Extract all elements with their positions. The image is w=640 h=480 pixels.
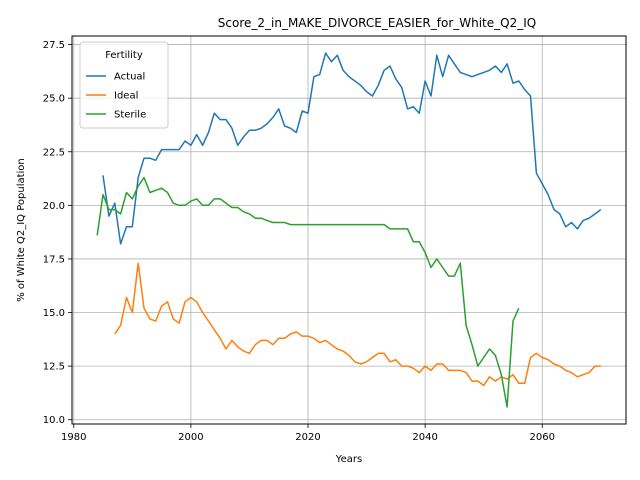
x-tick-label: 1980 [61, 432, 86, 443]
x-tick-label: 2040 [412, 432, 437, 443]
y-tick-label: 17.5 [43, 254, 65, 265]
chart-title: Score_2_in_MAKE_DIVORCE_EASIER_for_White… [218, 16, 536, 30]
y-tick-label: 15.0 [43, 308, 65, 319]
legend: Fertility Actual Ideal Sterile [79, 41, 169, 129]
x-axis-ticks: 1980 2000 2020 2040 2060 [61, 424, 555, 443]
y-tick-label: 12.5 [43, 362, 65, 373]
x-tick-label: 2020 [295, 432, 320, 443]
legend-label-ideal: Ideal [114, 91, 138, 102]
legend-title: Fertility [105, 50, 143, 61]
gridlines [72, 36, 626, 424]
y-tick-label: 20.0 [43, 201, 65, 212]
legend-label-actual: Actual [114, 72, 145, 83]
y-tick-label: 25.0 [43, 94, 65, 105]
series-line-actual [102, 52, 602, 245]
plot-frame [71, 35, 627, 425]
x-tick-label: 2000 [178, 432, 203, 443]
legend-label-sterile: Sterile [114, 110, 146, 121]
series-line-ideal [114, 262, 601, 387]
series-line-sterile [96, 176, 520, 408]
legend-box [79, 41, 169, 129]
x-tick-label: 2060 [530, 432, 555, 443]
y-axis-ticks: 10.0 12.5 15.0 17.5 20.0 22.5 25.0 27.5 [43, 40, 72, 426]
series-lines [96, 52, 602, 408]
y-axis-label: % of White Q2_IQ Population [16, 158, 27, 302]
x-axis-label: Years [335, 454, 362, 465]
legend-items: Actual Ideal Sterile [86, 72, 146, 121]
y-tick-label: 10.0 [43, 415, 65, 426]
y-tick-label: 22.5 [43, 147, 65, 158]
y-tick-label: 27.5 [43, 40, 65, 51]
